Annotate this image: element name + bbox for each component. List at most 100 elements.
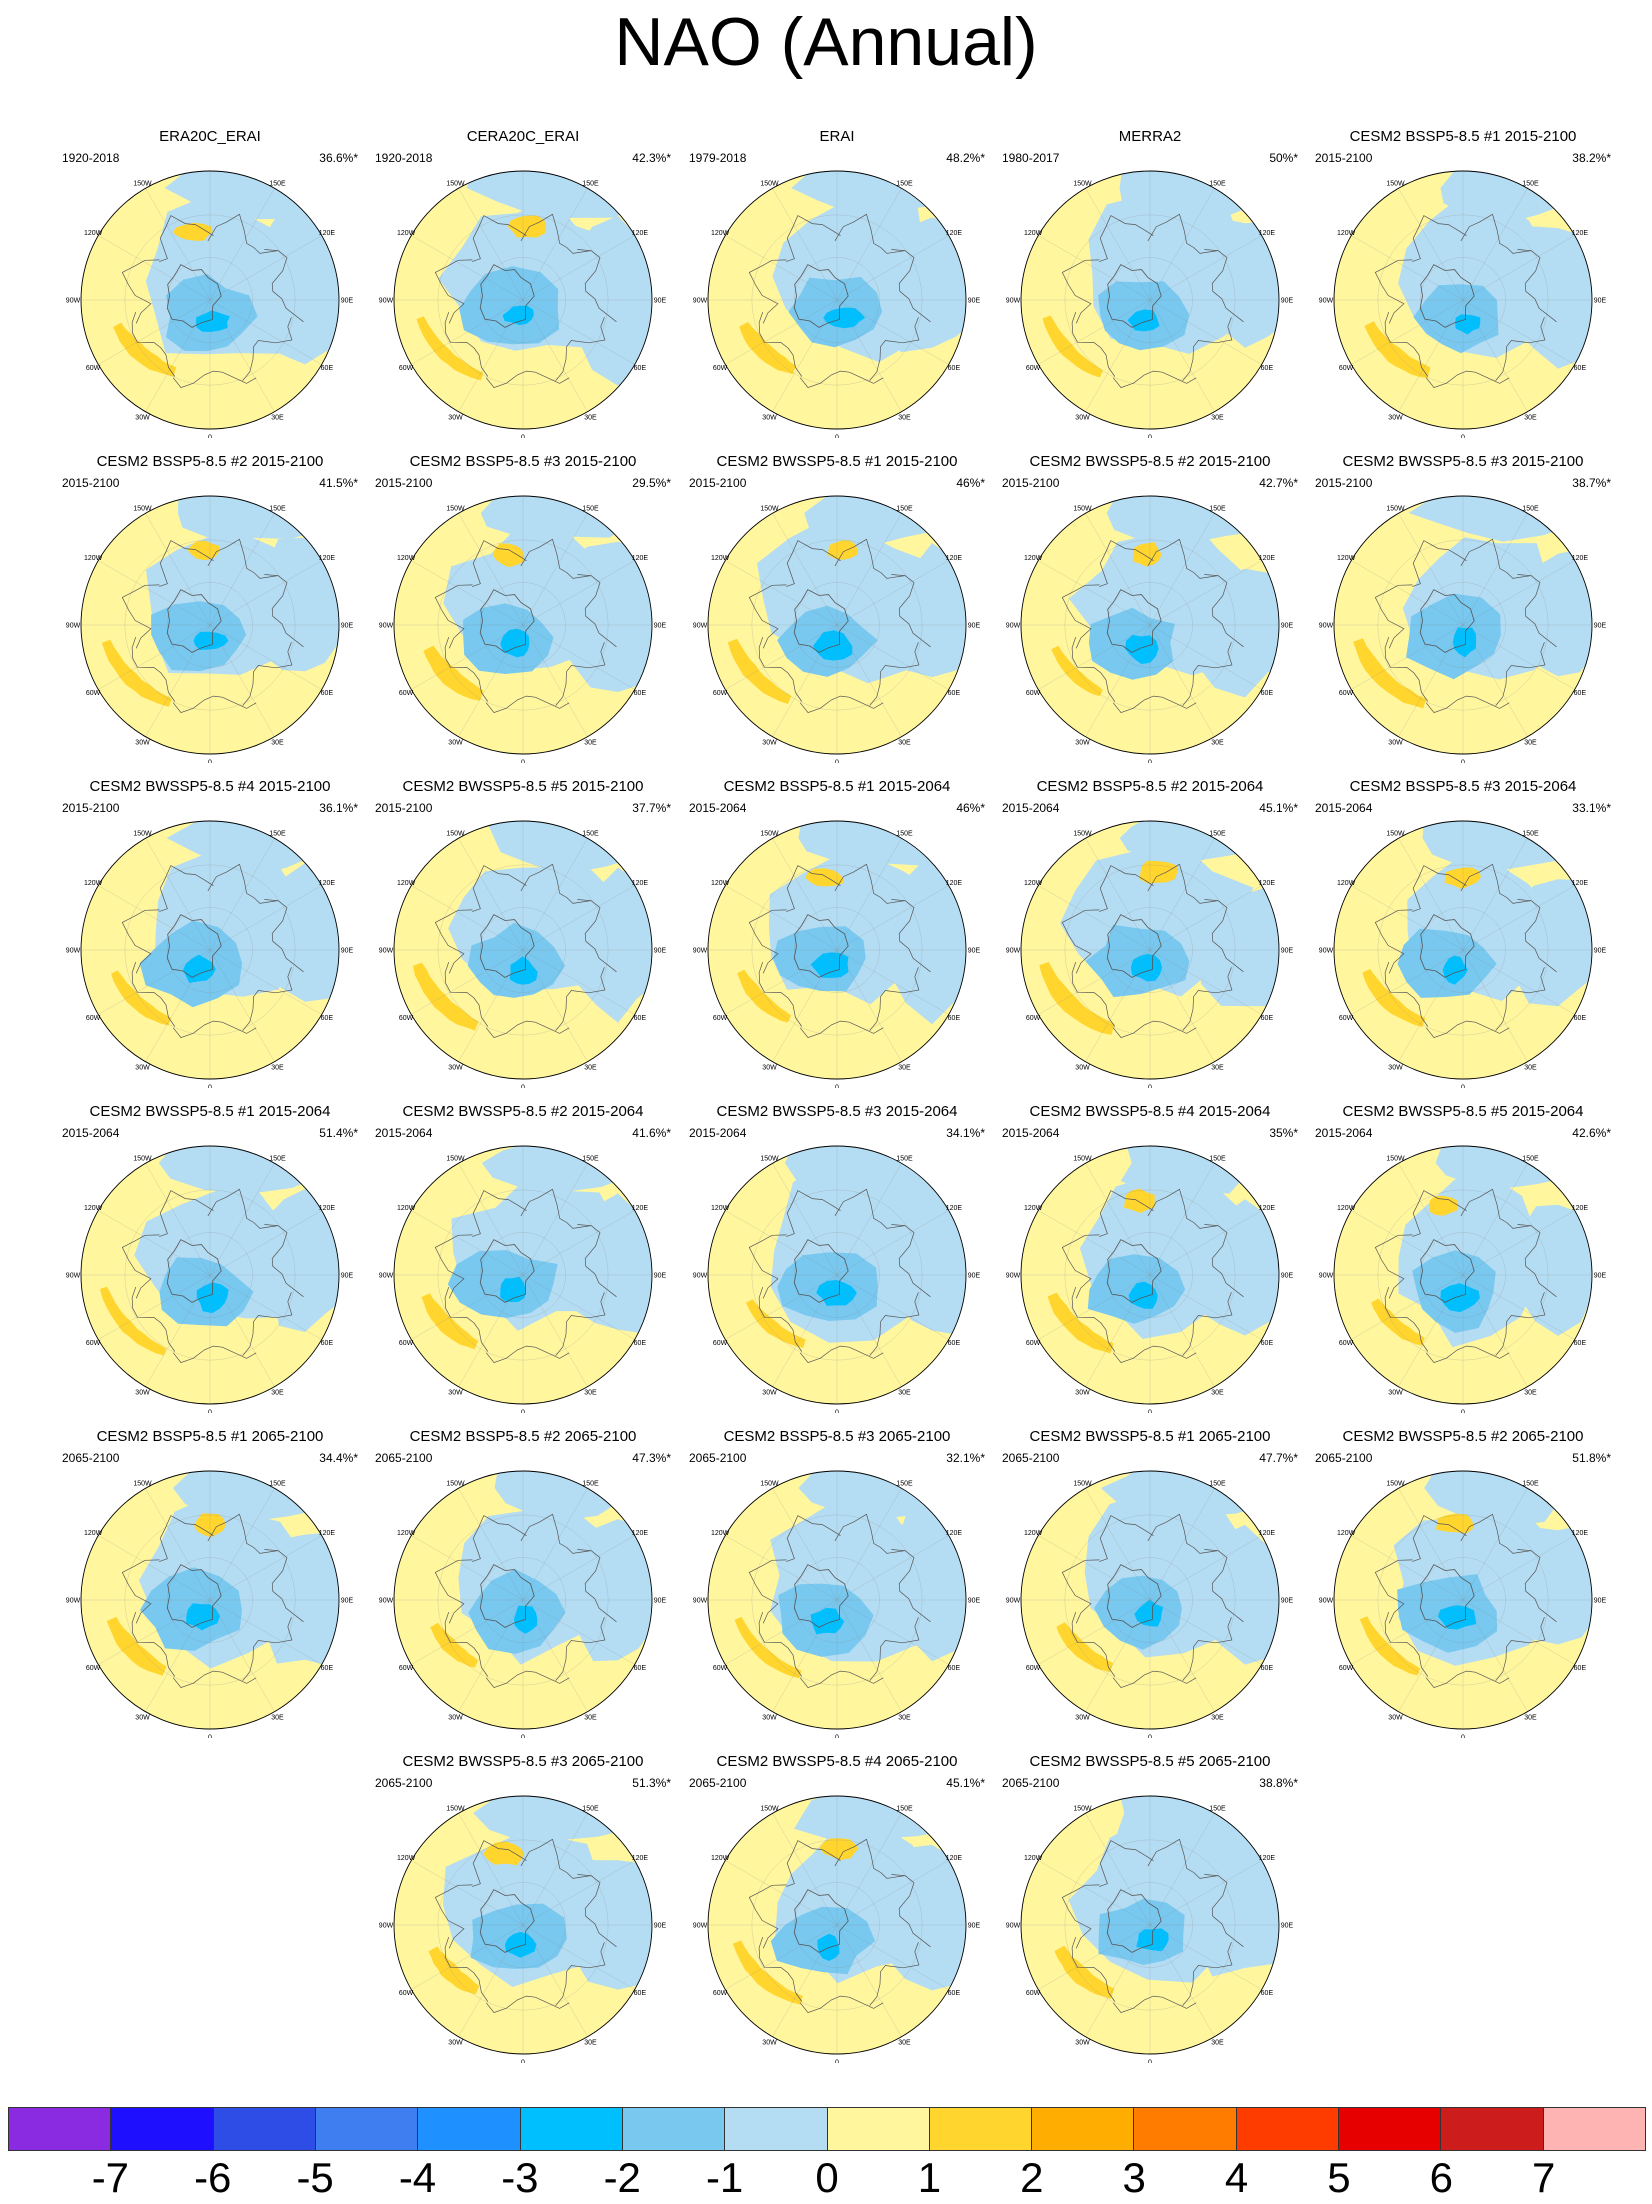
panel-title: CESM2 BSSP5-8.5 #3 2015-2100 (409, 453, 637, 470)
longitude-label: 30W (448, 414, 463, 421)
panel-variance-explained: 42.7%* (1259, 476, 1298, 490)
coastline (1495, 1292, 1546, 1357)
meridian-line (1462, 624, 1528, 737)
meridian-line (522, 299, 635, 365)
colorbar-tick-label: -3 (501, 2154, 539, 2201)
longitude-label: 180 (1457, 166, 1469, 168)
contour-negative-region (883, 1844, 966, 1991)
contour-negative-region (561, 1860, 652, 1990)
panel-title: CESM2 BWSSP5-8.5 #5 2015-2064 (1342, 1103, 1584, 1120)
latitude-circle (480, 1232, 566, 1318)
meridian-line (772, 1599, 838, 1712)
contour-positive-lobe (1353, 638, 1427, 709)
polar-map: 180 150E 120E 90E 60E 30E 0 30W 60W 90W 120W 150W (1006, 816, 1294, 1088)
meridian-line (836, 624, 949, 690)
meridian-line (98, 1274, 211, 1340)
coastline (1412, 215, 1467, 262)
map-boundary (1020, 170, 1280, 430)
longitude-label: 60E (948, 1665, 961, 1672)
longitude-label: 150E (1522, 1481, 1539, 1488)
meridian-line (1351, 1210, 1464, 1276)
meridian-line (1351, 560, 1464, 626)
meridian-line (1398, 299, 1464, 412)
longitude-label: 90W (1006, 1598, 1021, 1605)
longitude-label: 60W (1339, 365, 1354, 372)
meridian-line (725, 1210, 838, 1276)
longitude-label: 150E (1522, 831, 1539, 838)
longitude-label: 60E (1261, 1340, 1274, 1347)
polar-map: 180 150E 120E 90E 60E 30E 0 30W 60W 90W 120W 150W (66, 1466, 354, 1738)
meridian-line (1149, 949, 1262, 1015)
coastline (786, 540, 841, 587)
meridian-line (1398, 188, 1464, 301)
longitude-label: 120W (711, 555, 730, 562)
meridian-line (772, 513, 838, 626)
coastline (834, 213, 905, 254)
latitude-circle (1107, 1557, 1193, 1643)
coastline (444, 961, 489, 1027)
meridian-line (1462, 885, 1575, 951)
meridian-line (1085, 949, 1151, 1062)
coastline (834, 863, 905, 904)
contour-positive-lobe (732, 1940, 803, 2005)
polar-map: 180 150E 120E 90E 60E 30E 0 30W 60W 90W 120W 150W (1319, 816, 1607, 1088)
coastline (1147, 1513, 1218, 1554)
colorbar-tick-label: 7 (1531, 2154, 1556, 2201)
longitude-label: 0 (208, 435, 212, 439)
panel-period: 2015-2064 (62, 1126, 120, 1140)
meridian-line (1351, 885, 1464, 951)
longitude-label: 120W (397, 1205, 416, 1212)
contour-negative-region (480, 496, 652, 538)
longitude-label: 60E (1574, 1340, 1587, 1347)
polar-map: 180 150E 120E 90E 60E 30E 0 30W 60W 90W 120W 150W (1006, 166, 1294, 438)
meridian-line (836, 188, 902, 301)
longitude-label: 120W (397, 880, 416, 887)
meridian-line (1149, 838, 1215, 951)
panel-title: CESM2 BWSSP5-8.5 #4 2015-2100 (89, 778, 331, 795)
contour-positive-lobe (428, 1946, 480, 1995)
coastline (555, 967, 606, 1032)
map-panel: CESM2 BSSP5-8.5 #3 2065-2100 2065-2100 32.… (689, 1428, 985, 1738)
map-panel: ERA20C_ERAI 1920-2018 36.6%* 180 150E 120E 90E… (62, 128, 358, 438)
map-panel: CESM2 BWSSP5-8.5 #5 2065-2100 2065-2100 38… (1002, 1753, 1298, 2063)
longitude-label: 90E (968, 948, 981, 955)
longitude-label: 150E (269, 1481, 286, 1488)
polar-map: 180 150E 120E 90E 60E 30E 0 30W 60W 90W 120W 150W (693, 491, 981, 763)
colorbar-tick-label: 4 (1224, 2154, 1249, 2201)
panel-title: CESM2 BWSSP5-8.5 #5 2015-2100 (402, 778, 644, 795)
longitude-label: 120W (1337, 880, 1356, 887)
contour-negative-peak (505, 1931, 537, 1958)
panel-period: 2015-2064 (1002, 1126, 1060, 1140)
coastline (444, 1611, 489, 1677)
coastline-greenland (1106, 1889, 1162, 1953)
colorbar-cell (1543, 2108, 1645, 2150)
coastline-greenland (1419, 914, 1475, 978)
longitude-label: 30E (1211, 1064, 1224, 1071)
longitude-label: 30E (584, 414, 597, 421)
meridian-line (522, 1599, 588, 1712)
map-panel: CESM2 BWSSP5-8.5 #1 2015-2064 2015-2064 51… (62, 1103, 358, 1413)
panel-variance-explained: 47.3%* (632, 1451, 671, 1465)
longitude-label: 30W (1075, 1714, 1090, 1721)
meridian-line (209, 1274, 322, 1340)
meridian-line (209, 949, 322, 1015)
coastline (472, 1190, 527, 1237)
coastline (758, 961, 803, 1027)
panel-variance-explained: 47.7%* (1259, 1451, 1298, 1465)
longitude-label: 150E (582, 1806, 599, 1813)
longitude-label: 120E (1572, 230, 1589, 237)
longitude-label: 120W (84, 230, 103, 237)
contour-positive-lobe (106, 1616, 167, 1676)
longitude-label: 30E (271, 414, 284, 421)
map-boundary (393, 495, 653, 755)
longitude-label: 150E (896, 506, 913, 513)
coastline-greenland (793, 589, 849, 653)
contour-positive-lobe (739, 322, 797, 375)
longitude-label: 30E (271, 1064, 284, 1071)
longitude-label: 180 (1457, 1141, 1469, 1143)
map-panel: CESM2 BWSSP5-8.5 #2 2065-2100 2065-2100 51… (1315, 1428, 1611, 1738)
longitude-label: 60W (399, 1990, 414, 1997)
meridian-line (145, 949, 211, 1062)
map-boundary (707, 1470, 967, 1730)
longitude-label: 60W (1339, 690, 1354, 697)
